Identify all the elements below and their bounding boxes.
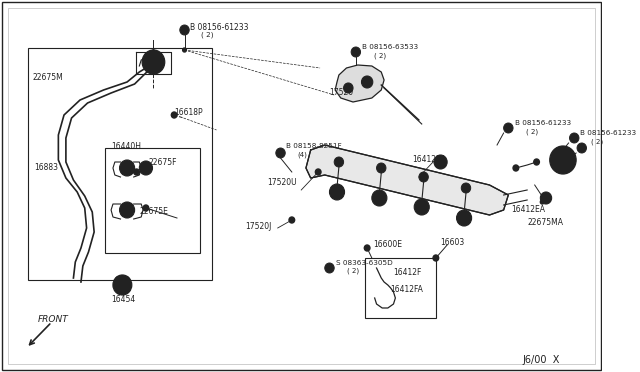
- Circle shape: [334, 157, 344, 167]
- Text: B: B: [182, 28, 186, 32]
- Bar: [106, 148, 200, 253]
- Text: 22675F: 22675F: [148, 158, 177, 167]
- Circle shape: [540, 192, 552, 204]
- Text: ( 2): ( 2): [591, 138, 604, 144]
- Circle shape: [570, 133, 579, 143]
- Polygon shape: [335, 65, 384, 102]
- Circle shape: [364, 245, 370, 251]
- Circle shape: [456, 210, 472, 226]
- Text: S 08363-6305D: S 08363-6305D: [336, 260, 393, 266]
- Text: 22675MA: 22675MA: [527, 218, 563, 227]
- Circle shape: [344, 83, 353, 93]
- Text: 16412F: 16412F: [394, 268, 422, 277]
- Circle shape: [550, 146, 576, 174]
- Text: B 08156-61233: B 08156-61233: [190, 23, 249, 32]
- Text: B: B: [278, 151, 282, 155]
- Circle shape: [461, 183, 470, 193]
- Circle shape: [351, 47, 360, 57]
- Text: 17520U: 17520U: [268, 178, 297, 187]
- Circle shape: [152, 50, 156, 54]
- Circle shape: [362, 76, 372, 88]
- Circle shape: [414, 199, 429, 215]
- Circle shape: [376, 163, 386, 173]
- Circle shape: [124, 164, 131, 172]
- Text: J6/00  X: J6/00 X: [522, 355, 560, 365]
- Circle shape: [134, 169, 140, 175]
- Circle shape: [513, 165, 518, 171]
- Text: ( 2): ( 2): [526, 128, 538, 135]
- Circle shape: [346, 86, 350, 90]
- Text: 22675E: 22675E: [140, 207, 168, 216]
- Circle shape: [172, 112, 177, 118]
- Circle shape: [143, 205, 148, 211]
- Circle shape: [120, 202, 134, 218]
- Circle shape: [116, 277, 120, 281]
- Text: 16412FA: 16412FA: [390, 285, 422, 294]
- Circle shape: [289, 217, 294, 223]
- Text: 16883: 16883: [34, 163, 58, 172]
- Text: B: B: [506, 125, 510, 131]
- Circle shape: [372, 190, 387, 206]
- Circle shape: [124, 206, 131, 214]
- Text: B 08156-61233: B 08156-61233: [580, 130, 636, 136]
- Text: 22675M: 22675M: [33, 73, 64, 82]
- Text: ( 2): ( 2): [202, 31, 214, 38]
- Text: B 08158-8251F: B 08158-8251F: [286, 143, 342, 149]
- Text: B 08156-63533: B 08156-63533: [362, 44, 419, 50]
- Text: (4): (4): [298, 151, 307, 157]
- Circle shape: [540, 200, 544, 204]
- Circle shape: [140, 161, 152, 175]
- Text: B: B: [572, 135, 576, 141]
- Text: ( 2): ( 2): [374, 52, 386, 58]
- Text: 16440H: 16440H: [111, 142, 141, 151]
- Circle shape: [434, 155, 447, 169]
- Text: FRONT: FRONT: [38, 315, 68, 324]
- Circle shape: [316, 169, 321, 175]
- Bar: [365, 258, 436, 318]
- Circle shape: [330, 184, 344, 200]
- Text: B: B: [580, 145, 584, 151]
- Text: 17520J: 17520J: [244, 222, 271, 231]
- Text: 16454: 16454: [111, 295, 135, 304]
- Circle shape: [534, 159, 540, 165]
- Circle shape: [182, 48, 186, 52]
- Text: B: B: [354, 49, 358, 55]
- Circle shape: [504, 123, 513, 133]
- Circle shape: [120, 160, 134, 176]
- Circle shape: [180, 25, 189, 35]
- Circle shape: [438, 159, 444, 165]
- Circle shape: [148, 56, 159, 68]
- Circle shape: [276, 148, 285, 158]
- Text: 16412EA: 16412EA: [511, 205, 545, 214]
- Circle shape: [419, 172, 428, 182]
- Text: B 08156-61233: B 08156-61233: [515, 120, 571, 126]
- Circle shape: [577, 143, 586, 153]
- Text: 16600E: 16600E: [372, 240, 402, 249]
- Polygon shape: [306, 145, 508, 215]
- Bar: [28, 48, 212, 280]
- Text: S: S: [328, 266, 332, 270]
- Circle shape: [125, 277, 129, 281]
- Text: 16618P: 16618P: [174, 108, 203, 117]
- Circle shape: [433, 255, 438, 261]
- Circle shape: [560, 157, 566, 163]
- Circle shape: [142, 50, 164, 74]
- Text: 17520: 17520: [330, 88, 354, 97]
- Text: 16412EA: 16412EA: [412, 155, 446, 164]
- Text: 16603: 16603: [440, 238, 465, 247]
- Text: ( 2): ( 2): [348, 268, 360, 275]
- Circle shape: [113, 275, 132, 295]
- Circle shape: [324, 263, 334, 273]
